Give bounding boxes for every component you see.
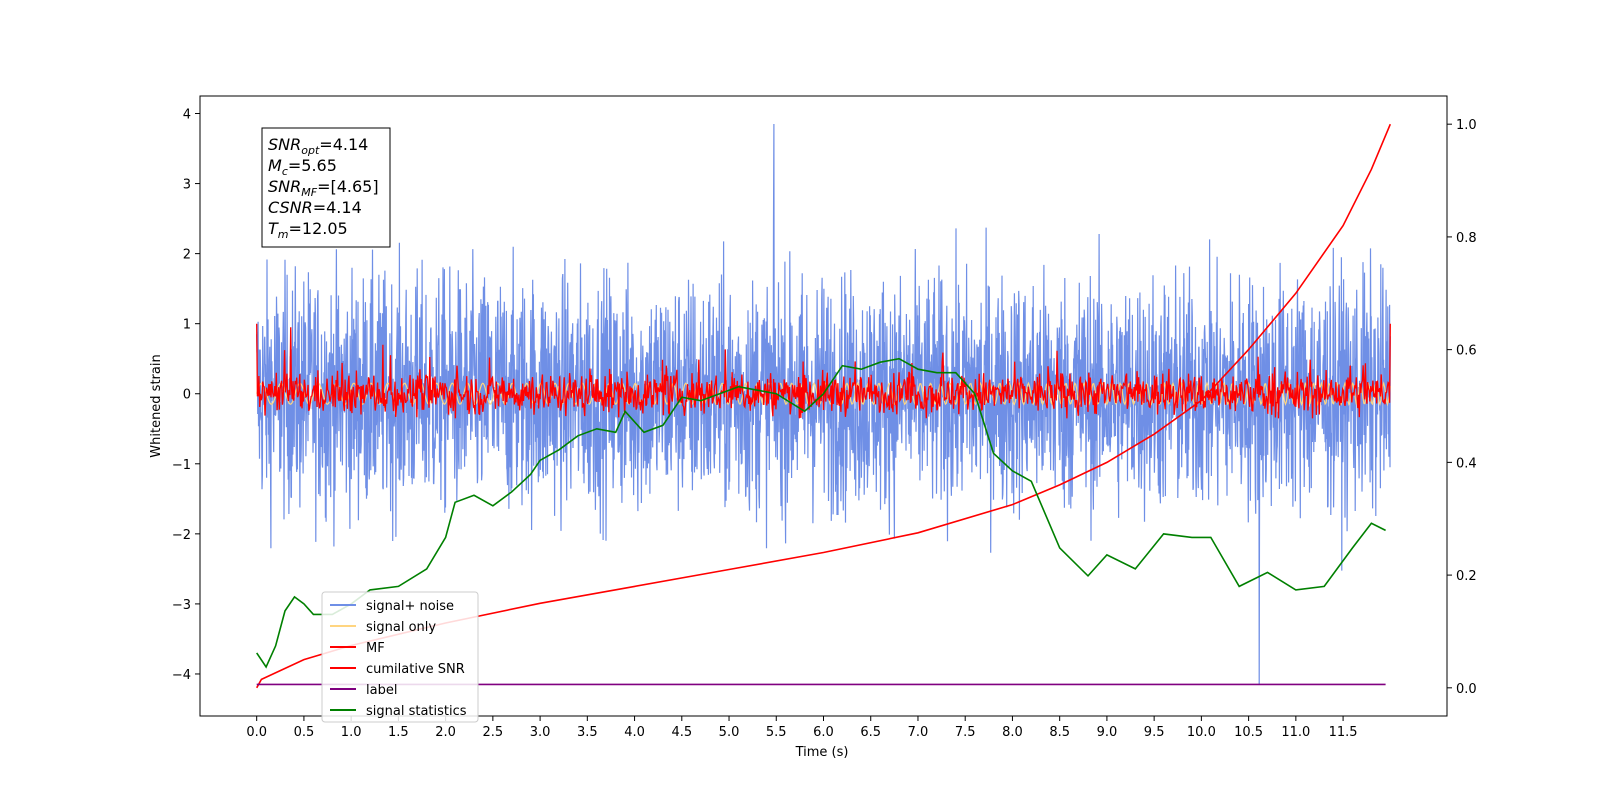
y-tick-label: −4 <box>172 668 191 683</box>
annotation-symbol: M <box>268 156 282 175</box>
x-tick-label: 3.5 <box>577 725 598 740</box>
legend-label: MF <box>366 641 385 656</box>
annotation-subscript: c <box>282 165 288 178</box>
x-tick-label: 10.0 <box>1187 725 1216 740</box>
annotation-subscript: MF <box>301 186 317 199</box>
legend-label: signal+ noise <box>366 599 454 614</box>
y2-tick-label: 0.6 <box>1456 344 1477 359</box>
legend-label: cumilative SNR <box>366 662 465 677</box>
series-signal-statistics <box>256 357 1386 669</box>
x-tick-label: 2.5 <box>483 725 504 740</box>
x-tick-label: 1.5 <box>388 725 409 740</box>
y-axis-label: Whitened strain <box>149 354 164 457</box>
x-axis-label: Time (s) <box>795 745 849 760</box>
annotation-value: =[4.65] <box>317 177 379 196</box>
legend-label: signal only <box>366 620 436 635</box>
y-ticks: 4 3 2 1 0 −1 −2 −3 −4 <box>172 108 200 683</box>
legend-label: label <box>366 683 397 698</box>
x-tick-label: 11.0 <box>1281 725 1310 740</box>
x-tick-label: 7.5 <box>955 725 976 740</box>
y-tick-label: −3 <box>172 598 191 613</box>
x-tick-label: 0.5 <box>294 725 315 740</box>
y-tick-label: 2 <box>183 248 191 263</box>
y-tick-label: 0 <box>183 388 191 403</box>
x-tick-label: 9.0 <box>1097 725 1118 740</box>
x-tick-label: 8.5 <box>1049 725 1070 740</box>
annotation-symbol: SNR <box>268 135 301 154</box>
x-tick-label: 1.0 <box>341 725 362 740</box>
x-tick-label: 5.0 <box>719 725 740 740</box>
x-tick-label: 8.0 <box>1002 725 1023 740</box>
x-tick-label: 6.0 <box>813 725 834 740</box>
x-tick-label: 6.5 <box>860 725 881 740</box>
y2-tick-label: 1.0 <box>1456 118 1477 133</box>
x-tick-label: 9.5 <box>1144 725 1165 740</box>
y2-ticks: 1.0 0.8 0.6 0.4 0.2 0.0 <box>1447 118 1477 697</box>
annotation-subscript: m <box>278 228 289 241</box>
x-tick-label: 5.5 <box>766 725 787 740</box>
annotation-symbol: SNR <box>268 177 301 196</box>
x-tick-label: 7.0 <box>908 725 929 740</box>
annotation-line: CSNR=4.14 <box>268 198 362 217</box>
annotation-subscript: opt <box>301 144 320 157</box>
annotation-symbol: T <box>268 219 279 238</box>
y-tick-label: −1 <box>172 458 191 473</box>
annotation-line: Tm=12.05 <box>268 219 348 241</box>
x-tick-label: 0.0 <box>246 725 267 740</box>
x-tick-label: 2.0 <box>435 725 456 740</box>
x-ticks: 0.0 0.5 1.0 1.5 2.0 2.5 3.0 3.5 4.0 4.5 5.0 5.5 6.0 6… <box>246 716 1358 740</box>
annotation-line: SNRopt=4.14 <box>268 135 368 157</box>
y2-tick-label: 0.4 <box>1456 456 1477 471</box>
annotation-value: =4.14 <box>319 135 368 154</box>
x-tick-label: 10.5 <box>1234 725 1263 740</box>
annotation-line: Mc=5.65 <box>268 156 337 178</box>
y2-tick-label: 0.2 <box>1456 569 1477 584</box>
series-signal-noise <box>256 123 1391 685</box>
annotation-box: SNRopt=4.14Mc=5.65SNRMF=[4.65]CSNR=4.14T… <box>261 127 391 248</box>
annotation-value: =5.65 <box>288 156 337 175</box>
y-tick-label: 4 <box>183 108 191 123</box>
y2-tick-label: 0.0 <box>1456 682 1477 697</box>
y2-tick-label: 0.8 <box>1456 231 1477 246</box>
x-tick-label: 4.0 <box>624 725 645 740</box>
annotation-line: SNRMF=[4.65] <box>268 177 379 199</box>
legend-label: signal statistics <box>366 704 467 719</box>
annotation-value: =4.14 <box>313 198 362 217</box>
x-tick-label: 11.5 <box>1329 725 1358 740</box>
y-tick-label: −2 <box>172 528 191 543</box>
y-tick-label: 1 <box>183 318 191 333</box>
legend: signal+ noise signal only MF cumilative SNR… <box>321 591 479 723</box>
annotation-value: =12.05 <box>289 219 348 238</box>
y-tick-label: 3 <box>183 178 191 193</box>
x-tick-label: 4.5 <box>671 725 692 740</box>
x-tick-label: 3.0 <box>530 725 551 740</box>
annotation-symbol: CSNR <box>268 198 313 217</box>
series-mf <box>256 323 1391 419</box>
